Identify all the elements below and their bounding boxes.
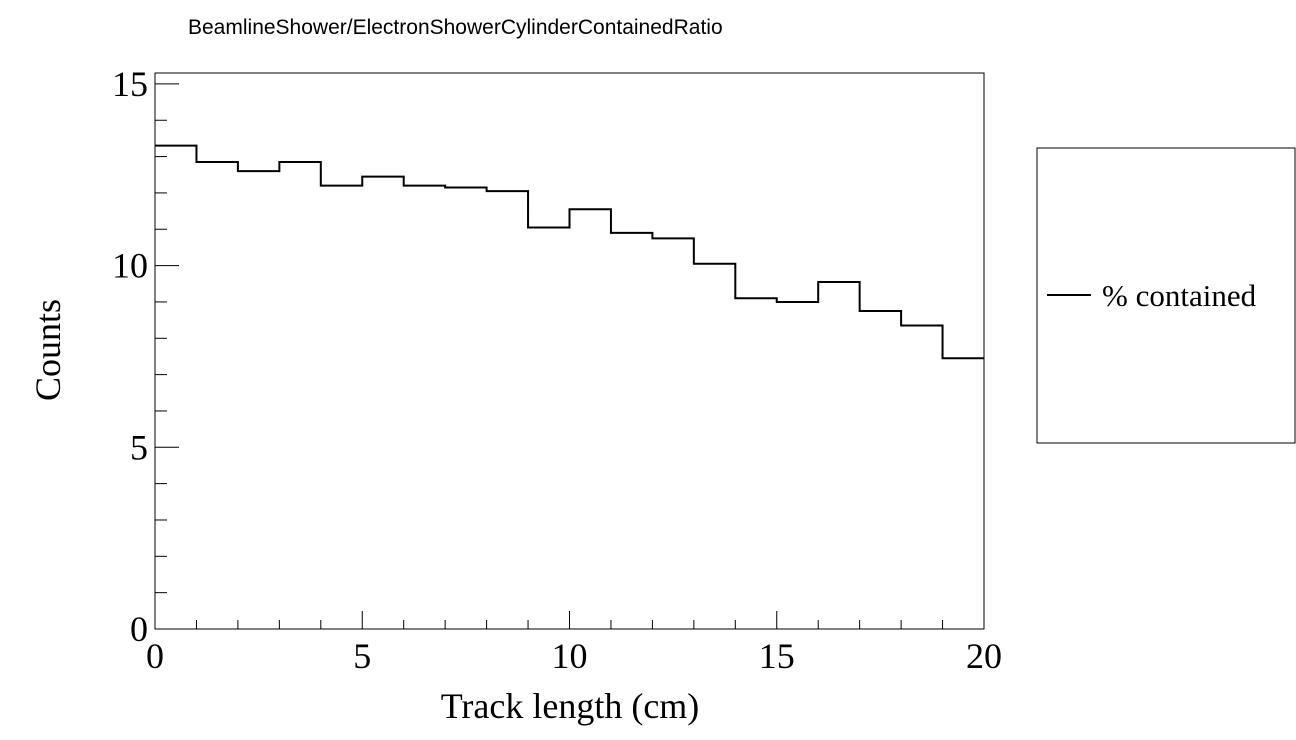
- x-tick-label: 5: [353, 636, 371, 676]
- y-tick-label: 5: [130, 427, 148, 467]
- chart-title: BeamlineShower/ElectronShowerCylinderCon…: [188, 16, 723, 39]
- series-line-0: [155, 144, 984, 360]
- x-tick-label: 15: [759, 636, 795, 676]
- x-tick-label: 10: [552, 636, 588, 676]
- x-tick-label: 0: [146, 636, 164, 676]
- y-axis-tick-labels: 0 5 10 15: [112, 64, 148, 649]
- x-axis-title: Track length (cm): [441, 686, 700, 726]
- y-tick-label: 10: [112, 246, 148, 286]
- y-axis-ticks: [155, 83, 179, 630]
- x-axis-tick-labels: 0 5 10 15 20: [146, 636, 1002, 676]
- legend-label-contained: % contained: [1102, 278, 1257, 313]
- series-layer: [155, 144, 984, 360]
- y-tick-label: 0: [130, 609, 148, 649]
- x-tick-label: 20: [966, 636, 1002, 676]
- x-axis-ticks: [154, 611, 985, 629]
- y-tick-label: 15: [112, 64, 148, 104]
- plot-frame: [154, 72, 985, 630]
- y-axis-title: Counts: [28, 299, 68, 401]
- legend: % contained: [1036, 147, 1296, 444]
- legend-box: [1036, 147, 1296, 444]
